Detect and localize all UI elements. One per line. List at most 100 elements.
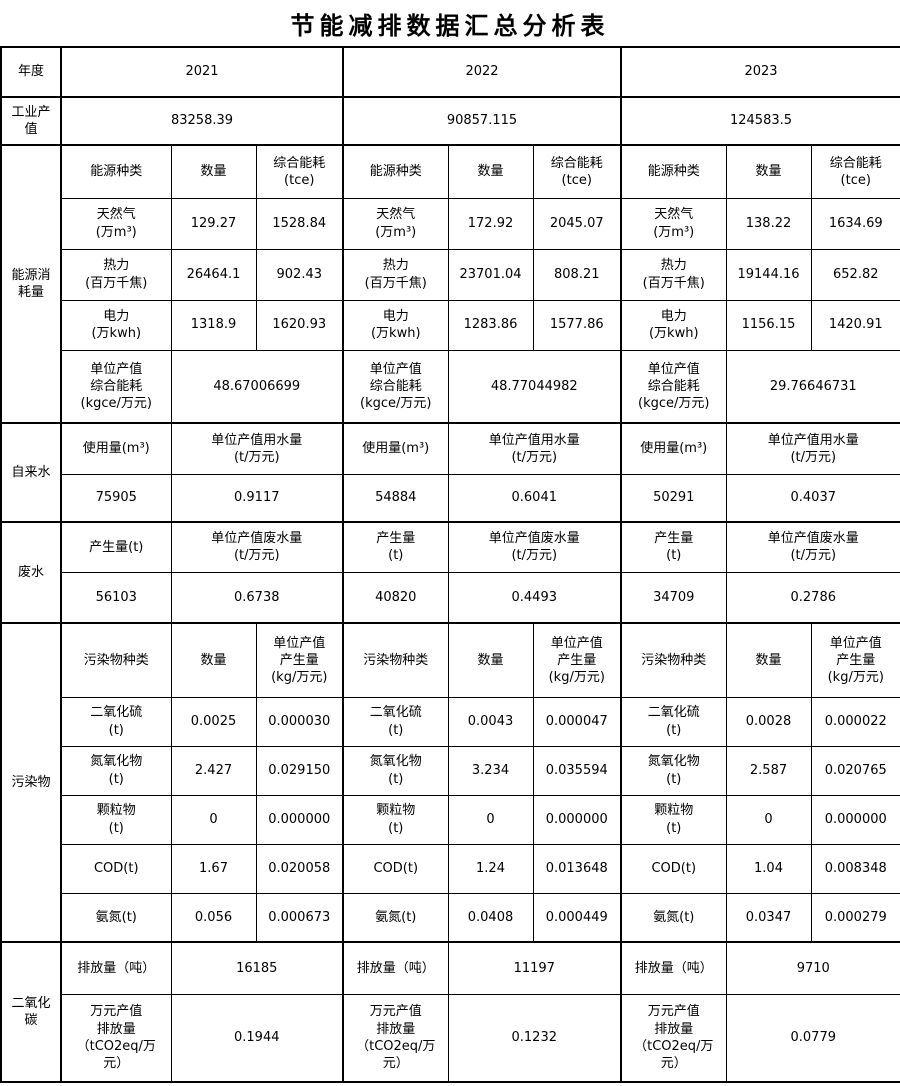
pollutant-cod-label-2022: COD(t): [342, 843, 449, 894]
pollutant-nox-label-2022: 氮氧化物 (t): [342, 745, 449, 796]
water-usage-label-2023: 使用量(m³): [620, 422, 727, 475]
wastewater-gen-value-2021: 56103: [60, 571, 172, 624]
energy-heat-label-2023: 热力 (百万千焦): [620, 248, 727, 301]
energy-elec-label-2022: 电力 (万kwh): [342, 299, 449, 351]
energy-heat-qty-2021: 26464.1: [170, 248, 257, 301]
pollutant-so2-per-2022: 0.000047: [532, 696, 622, 747]
energy-elec-label-2023: 电力 (万kwh): [620, 299, 727, 351]
energy-gas-label-2023: 天然气 (万m³): [620, 197, 727, 250]
pollutant-so2-per-2021: 0.000030: [255, 696, 344, 747]
wastewater-gen-label-2021: 产生量(t): [60, 521, 172, 573]
energy-col-qty-2022: 数量: [447, 144, 534, 199]
row-label-pollutants: 污染物: [0, 622, 62, 943]
energy-col-tce-2022: 综合能耗 (tce): [532, 144, 622, 199]
energy-col-tce-2023: 综合能耗 (tce): [810, 144, 900, 199]
pollutant-col-per-2021: 单位产值 产生量 (kg/万元): [255, 622, 344, 698]
pollutant-col-per-2022: 单位产值 产生量 (kg/万元): [532, 622, 622, 698]
co2-emission-label-2021: 排放量（吨）: [60, 941, 172, 995]
year-2021-cell: 2021: [60, 46, 344, 98]
energy-elec-qty-2021: 1318.9: [170, 299, 257, 351]
pollutant-nox-qty-2023: 2.587: [725, 745, 812, 796]
year-2022-cell: 2022: [342, 46, 622, 98]
pollutant-pm-label-2023: 颗粒物 (t): [620, 794, 727, 845]
pollutant-cod-label-2023: COD(t): [620, 843, 727, 894]
pollutant-nox-label-2021: 氮氧化物 (t): [60, 745, 172, 796]
water-per-label-2021: 单位产值用水量 (t/万元): [170, 422, 344, 475]
water-usage-label-2021: 使用量(m³): [60, 422, 172, 475]
water-per-value-2021: 0.9117: [170, 473, 344, 523]
pollutant-col-type-2023: 污染物种类: [620, 622, 727, 698]
water-per-label-2023: 单位产值用水量 (t/万元): [725, 422, 900, 475]
pollutant-pm-per-2023: 0.000000: [810, 794, 900, 845]
row-label-water: 自来水: [0, 422, 62, 523]
pollutant-nh3-per-2022: 0.000449: [532, 892, 622, 943]
pollutant-so2-qty-2021: 0.0025: [170, 696, 257, 747]
co2-emission-value-2023: 9710: [725, 941, 900, 995]
energy-unit-value-2023: 29.76646731: [725, 349, 900, 424]
pollutant-nox-per-2021: 0.029150: [255, 745, 344, 796]
pollutant-cod-qty-2023: 1.04: [725, 843, 812, 894]
pollutant-col-qty-2021: 数量: [170, 622, 257, 698]
co2-emission-label-2022: 排放量（吨）: [342, 941, 449, 995]
pollutant-nox-qty-2022: 3.234: [447, 745, 534, 796]
industrial-output-2022: 90857.115: [342, 96, 622, 146]
row-label-year: 年度: [0, 46, 62, 98]
energy-col-type-2022: 能源种类: [342, 144, 449, 199]
energy-elec-tce-2023: 1420.91: [810, 299, 900, 351]
pollutant-nh3-qty-2022: 0.0408: [447, 892, 534, 943]
pollutant-nh3-label-2023: 氨氮(t): [620, 892, 727, 943]
row-label-energy: 能源消 耗量: [0, 144, 62, 424]
energy-unit-value-2021: 48.67006699: [170, 349, 344, 424]
row-label-co2: 二氧化 碳: [0, 941, 62, 1083]
pollutant-pm-label-2022: 颗粒物 (t): [342, 794, 449, 845]
wastewater-per-label-2023: 单位产值废水量 (t/万元): [725, 521, 900, 573]
pollutant-so2-per-2023: 0.000022: [810, 696, 900, 747]
pollutant-nh3-label-2021: 氨氮(t): [60, 892, 172, 943]
summary-table: 年度 2021 2022 2023 工业产 值 83258.39 90857.1…: [0, 46, 900, 1083]
row-label-wastewater: 废水: [0, 521, 62, 624]
energy-gas-tce-2022: 2045.07: [532, 197, 622, 250]
energy-unit-label-2023: 单位产值 综合能耗 (kgce/万元): [620, 349, 727, 424]
wastewater-per-value-2021: 0.6738: [170, 571, 344, 624]
pollutant-col-per-2023: 单位产值 产生量 (kg/万元): [810, 622, 900, 698]
pollutant-nh3-per-2023: 0.000279: [810, 892, 900, 943]
row-label-industrial-output: 工业产 值: [0, 96, 62, 146]
energy-col-type-2023: 能源种类: [620, 144, 727, 199]
energy-heat-label-2022: 热力 (百万千焦): [342, 248, 449, 301]
energy-heat-tce-2023: 652.82: [810, 248, 900, 301]
pollutant-pm-per-2021: 0.000000: [255, 794, 344, 845]
pollutant-nh3-per-2021: 0.000673: [255, 892, 344, 943]
water-usage-label-2022: 使用量(m³): [342, 422, 449, 475]
water-per-label-2022: 单位产值用水量 (t/万元): [447, 422, 622, 475]
energy-elec-tce-2021: 1620.93: [255, 299, 344, 351]
energy-unit-label-2022: 单位产值 综合能耗 (kgce/万元): [342, 349, 449, 424]
pollutant-col-qty-2023: 数量: [725, 622, 812, 698]
energy-col-qty-2023: 数量: [725, 144, 812, 199]
pollutant-nox-per-2022: 0.035594: [532, 745, 622, 796]
pollutant-cod-per-2021: 0.020058: [255, 843, 344, 894]
pollutant-so2-qty-2023: 0.0028: [725, 696, 812, 747]
pollutant-cod-label-2021: COD(t): [60, 843, 172, 894]
water-usage-value-2023: 50291: [620, 473, 727, 523]
pollutant-nox-qty-2021: 2.427: [170, 745, 257, 796]
co2-per-value-2022: 0.1232: [447, 993, 622, 1083]
wastewater-gen-value-2023: 34709: [620, 571, 727, 624]
industrial-output-2021: 83258.39: [60, 96, 344, 146]
co2-per-value-2023: 0.0779: [725, 993, 900, 1083]
wastewater-gen-value-2022: 40820: [342, 571, 449, 624]
pollutant-so2-label-2021: 二氧化硫 (t): [60, 696, 172, 747]
pollutant-pm-label-2021: 颗粒物 (t): [60, 794, 172, 845]
pollutant-so2-label-2022: 二氧化硫 (t): [342, 696, 449, 747]
water-usage-value-2022: 54884: [342, 473, 449, 523]
energy-unit-value-2022: 48.77044982: [447, 349, 622, 424]
pollutant-so2-label-2023: 二氧化硫 (t): [620, 696, 727, 747]
energy-gas-label-2021: 天然气 (万m³): [60, 197, 172, 250]
pollutant-col-type-2022: 污染物种类: [342, 622, 449, 698]
pollutant-col-qty-2022: 数量: [447, 622, 534, 698]
pollutant-so2-qty-2022: 0.0043: [447, 696, 534, 747]
energy-elec-qty-2022: 1283.86: [447, 299, 534, 351]
co2-per-label-2023: 万元产值 排放量 （tCO2eq/万 元）: [620, 993, 727, 1083]
energy-gas-qty-2021: 129.27: [170, 197, 257, 250]
water-per-value-2022: 0.6041: [447, 473, 622, 523]
energy-gas-qty-2022: 172.92: [447, 197, 534, 250]
